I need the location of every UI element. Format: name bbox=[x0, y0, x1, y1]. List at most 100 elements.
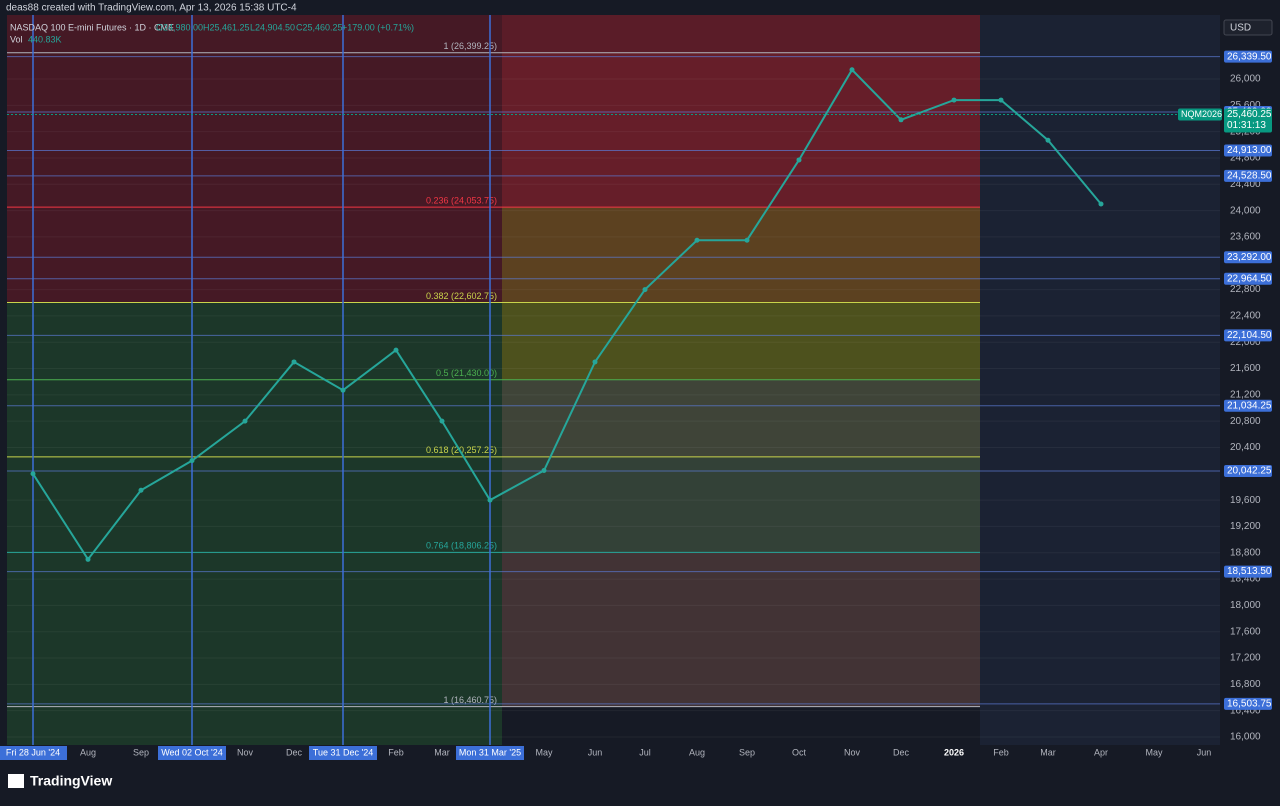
date-badge bbox=[0, 746, 67, 760]
y-tick-label: 19,600 bbox=[1230, 495, 1261, 506]
price-point bbox=[30, 471, 36, 477]
y-tick-label: 19,200 bbox=[1230, 521, 1261, 532]
price-point bbox=[541, 468, 547, 474]
x-tick-label: Feb bbox=[993, 747, 1009, 757]
fib-zone bbox=[502, 302, 980, 380]
price-point bbox=[592, 359, 598, 365]
level-label: 22,964.50 bbox=[1227, 273, 1272, 284]
price-point bbox=[694, 237, 700, 243]
symbol-badge bbox=[1178, 108, 1222, 121]
level-badge bbox=[1224, 465, 1272, 478]
x-tick-label: Dec bbox=[286, 747, 303, 757]
x-tick-label: Jun bbox=[588, 747, 603, 757]
last-price-badge bbox=[1224, 108, 1272, 133]
fib-label: 0.5 (21,430.00) bbox=[436, 368, 497, 378]
x-tick-label: Wed 02 Oct '24 bbox=[161, 747, 223, 757]
fib-zone bbox=[502, 379, 980, 457]
price-point bbox=[796, 157, 802, 163]
price-point bbox=[1098, 201, 1104, 207]
x-tick-label: Jun bbox=[1197, 747, 1212, 757]
x-tick-label: Tue 31 Dec '24 bbox=[313, 747, 373, 757]
x-tick-label: Aug bbox=[689, 747, 705, 757]
fib-zone bbox=[502, 456, 980, 553]
symbol-name: NQM2026 bbox=[1181, 109, 1222, 119]
y-tick-label: 24,000 bbox=[1230, 205, 1261, 216]
currency-box[interactable] bbox=[1223, 19, 1273, 36]
logo-icon bbox=[8, 774, 24, 788]
y-tick-label: 22,800 bbox=[1230, 284, 1261, 295]
level-badge bbox=[1224, 565, 1272, 578]
high: H25,461.25 bbox=[203, 22, 250, 32]
volume-value: 440.83K bbox=[28, 34, 62, 44]
fib-label: 0.382 (22,602.75) bbox=[426, 291, 497, 301]
x-tick-label: Fri 28 Jun '24 bbox=[6, 747, 60, 757]
change: +179.00 (+0.71%) bbox=[342, 22, 414, 32]
x-tick-label: Apr bbox=[1094, 747, 1108, 757]
level-badge bbox=[1224, 251, 1272, 264]
y-tick-label: 20,400 bbox=[1230, 442, 1261, 453]
level-badge bbox=[1224, 697, 1272, 710]
fib-zone bbox=[502, 207, 980, 303]
level-label: 24,528.50 bbox=[1227, 170, 1272, 181]
fib-zone bbox=[502, 52, 980, 208]
y-tick-label: 26,000 bbox=[1230, 74, 1261, 85]
level-badge bbox=[1224, 272, 1272, 285]
open: O24,980.00 bbox=[156, 22, 203, 32]
x-tick-label: May bbox=[1145, 747, 1163, 757]
x-tick-label: Mar bbox=[1040, 747, 1056, 757]
level-label: 23,292.00 bbox=[1227, 252, 1272, 263]
y-tick-label: 20,800 bbox=[1230, 416, 1261, 427]
level-label: 16,503.75 bbox=[1227, 698, 1272, 709]
currency[interactable]: USD bbox=[1230, 23, 1251, 34]
level-badge bbox=[1224, 399, 1272, 412]
y-tick-label: 17,200 bbox=[1230, 653, 1261, 664]
y-tick-label: 21,200 bbox=[1230, 389, 1261, 400]
price-point bbox=[1045, 137, 1051, 143]
x-tick-label: Mon 31 Mar '25 bbox=[459, 747, 521, 757]
price-point bbox=[85, 556, 91, 562]
date-badge bbox=[309, 746, 377, 760]
price-point bbox=[189, 458, 195, 464]
volume-label: Vol bbox=[10, 34, 23, 44]
price-point bbox=[340, 387, 346, 393]
low: L24,904.50 bbox=[250, 22, 295, 32]
left-zone-red bbox=[7, 15, 502, 303]
level-badge bbox=[1224, 169, 1272, 182]
close: C25,460.25 bbox=[296, 22, 343, 32]
fib-label: 1 (16,460.75) bbox=[443, 695, 497, 705]
y-tick-label: 24,800 bbox=[1230, 153, 1261, 164]
last-price-label: 25,460.25 bbox=[1227, 109, 1272, 120]
x-tick-label: Sep bbox=[133, 747, 149, 757]
y-tick-label: 22,000 bbox=[1230, 337, 1261, 348]
level-badge bbox=[1224, 329, 1272, 342]
fib-label: 1 (26,399.25) bbox=[443, 41, 497, 51]
y-tick-label: 17,600 bbox=[1230, 626, 1261, 637]
price-point bbox=[744, 237, 750, 243]
level-label: 20,042.25 bbox=[1227, 466, 1272, 477]
left-zone-green bbox=[7, 302, 502, 745]
x-tick-label: Jul bbox=[639, 747, 651, 757]
price-point bbox=[998, 97, 1004, 103]
x-tick-label: Aug bbox=[80, 747, 96, 757]
y-tick-label: 16,400 bbox=[1230, 705, 1261, 716]
x-tick-label: Nov bbox=[844, 747, 861, 757]
x-tick-label: Sep bbox=[739, 747, 755, 757]
brand: TradingView bbox=[30, 773, 112, 789]
price-point bbox=[291, 359, 297, 365]
price-point bbox=[642, 287, 648, 293]
fib-label: 0.236 (24,053.75) bbox=[426, 195, 497, 205]
date-badge bbox=[456, 746, 524, 760]
price-point bbox=[439, 418, 445, 424]
y-tick-label: 18,400 bbox=[1230, 574, 1261, 585]
y-tick-label: 24,400 bbox=[1230, 179, 1261, 190]
top-red bbox=[502, 15, 980, 53]
y-tick-label: 21,600 bbox=[1230, 363, 1261, 374]
date-badge bbox=[158, 746, 226, 760]
level-label: 24,913.00 bbox=[1227, 145, 1272, 156]
fib-label: 0.618 (20,257.25) bbox=[426, 445, 497, 455]
fib-zone bbox=[502, 552, 980, 707]
y-tick-label: 25,600 bbox=[1230, 100, 1261, 111]
future-region bbox=[980, 15, 1220, 745]
x-tick-label: Nov bbox=[237, 747, 254, 757]
